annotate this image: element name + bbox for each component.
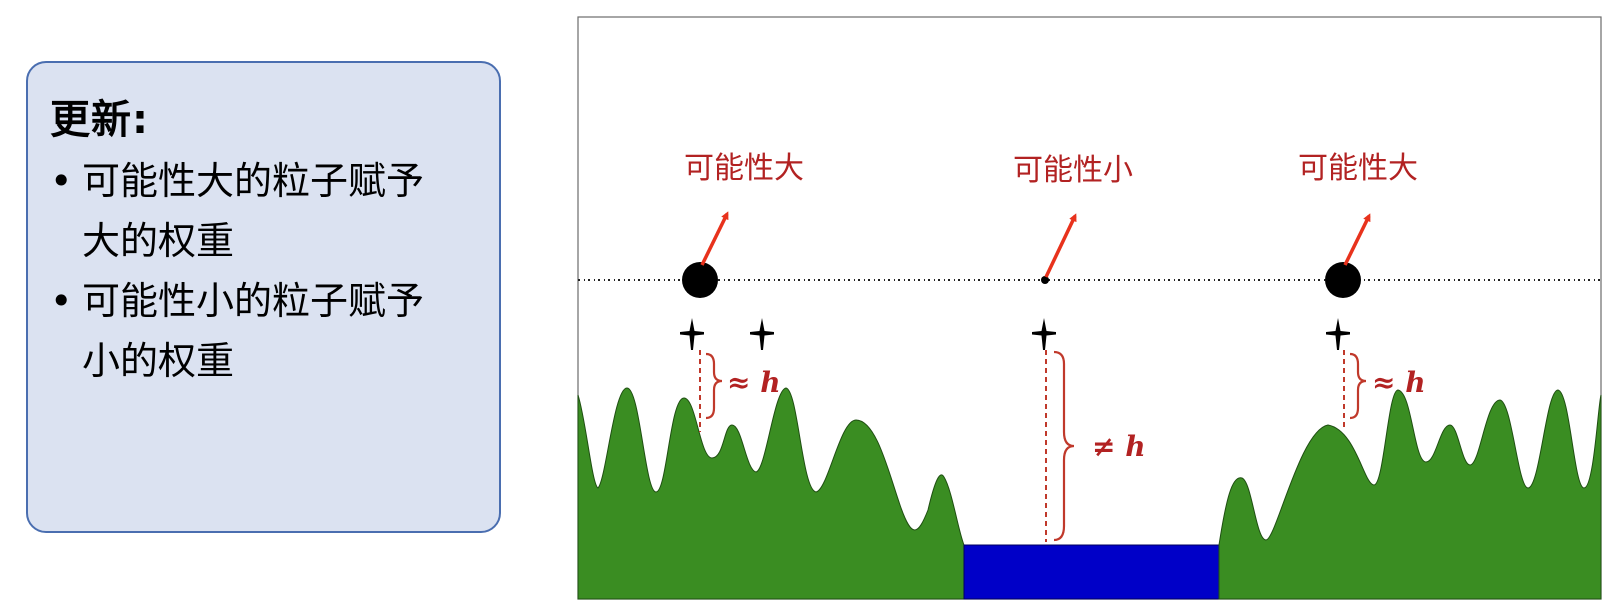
particle-dot [682, 262, 718, 298]
terrain-left [577, 387, 965, 600]
note-bullet-list: • 可能性大的粒子赋予 大的权重 • 可能性小的粒子赋予 小的权重 [50, 151, 490, 391]
approx-h-label: ≈ h [727, 366, 781, 399]
list-item: • 可能性小的粒子赋予 小的权重 [50, 271, 490, 391]
aircraft-icon [750, 318, 774, 350]
particle-label: 可能性大 [1298, 151, 1418, 186]
aircraft-icon [1326, 318, 1350, 350]
brace-icon [1053, 350, 1075, 542]
update-note-box: 更新: • 可能性大的粒子赋予 大的权重 • 可能性小的粒子赋予 小的权重 [26, 61, 501, 533]
note-title: 更新: [50, 97, 149, 143]
terrain-right [1218, 389, 1602, 600]
particle-label: 可能性大 [684, 151, 804, 186]
brace-icon [705, 352, 723, 420]
bullet-line: 可能性小的粒子赋予 [82, 279, 425, 323]
particle-dot [1041, 276, 1049, 284]
arrow-icon [1044, 213, 1077, 278]
brace-icon [1349, 352, 1367, 420]
particle-label: 可能性小 [1013, 153, 1133, 188]
aircraft-icon [680, 318, 704, 350]
bullet-icon: • [50, 279, 73, 323]
not-equal-h-label: ≠ h [1092, 430, 1146, 463]
bullet-line: 大的权重 [82, 219, 235, 263]
bullet-line: 可能性大的粒子赋予 [82, 159, 425, 203]
aircraft-icon [1032, 318, 1056, 350]
list-item: • 可能性大的粒子赋予 大的权重 [50, 151, 490, 271]
bullet-icon: • [50, 159, 73, 203]
particle-dot [1325, 262, 1361, 298]
arrow-icon [1343, 213, 1371, 266]
arrow-icon [700, 211, 729, 266]
bullet-line: 小的权重 [82, 339, 235, 383]
water-body [963, 544, 1220, 600]
approx-h-label: ≈ h [1372, 366, 1426, 399]
